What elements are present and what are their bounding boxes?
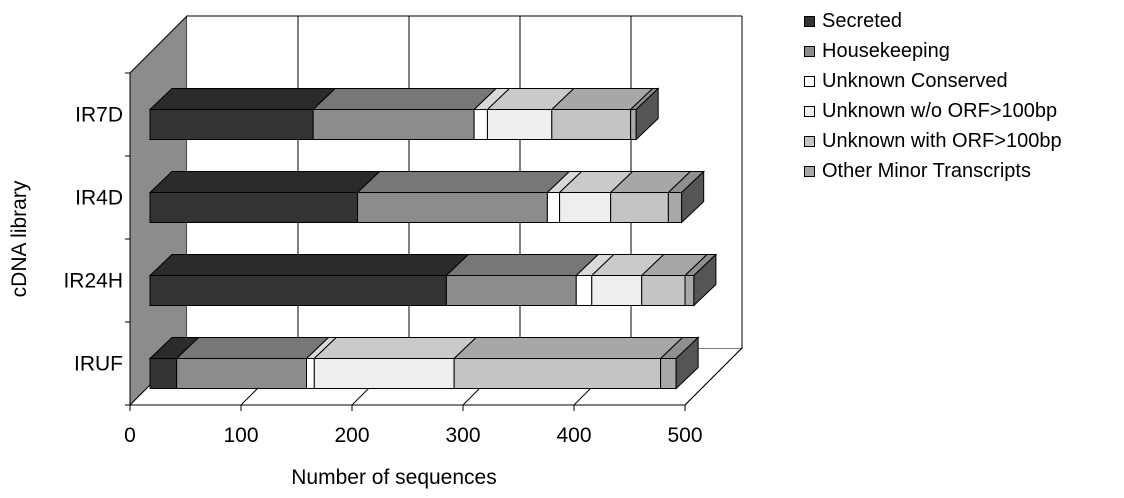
- bar-top-ir24h-housekeeping: [445, 254, 600, 276]
- legend-swatch: [804, 135, 815, 147]
- bar-top-ir4d-secreted: [148, 171, 381, 193]
- bar-ir4d-unknown-with-orf-100bp: [610, 192, 669, 223]
- legend-item: Housekeeping: [804, 36, 1062, 66]
- gridline-floor-5: [684, 347, 743, 406]
- y-tick-label: IR24H: [63, 270, 123, 293]
- bar-ir4d-housekeeping: [357, 192, 548, 223]
- legend-item: Unknown w/o ORF>100bp: [804, 96, 1062, 126]
- legend-label: Secreted: [822, 9, 903, 32]
- x-tick-label: 500: [667, 424, 702, 447]
- bar-ir24h-unknown-with-orf-100bp: [641, 275, 686, 306]
- bar-ir24h-other-minor-transcripts: [684, 275, 695, 306]
- bar-top-ir24h-secreted: [148, 254, 470, 276]
- y-tick-label: IR4D: [75, 187, 123, 210]
- bar-ir4d-other-minor-transcripts: [667, 192, 683, 223]
- bar-end-ir7d: [635, 87, 659, 141]
- bar-ir24h-secreted: [149, 275, 447, 306]
- bar-top-ir4d-housekeeping: [356, 171, 571, 193]
- legend-swatch: [804, 75, 815, 87]
- legend-swatch: [804, 165, 815, 177]
- legend: Secreted Housekeeping Unknown Conserved Unk…: [804, 6, 1062, 186]
- x-tick-label: 300: [445, 424, 480, 447]
- y-axis-title: cDNA library: [8, 180, 31, 297]
- bar-ir7d-unknown-w-o-orf-100bp: [486, 109, 553, 140]
- bar-ir4d-secreted: [149, 192, 359, 223]
- bar-iruf-housekeeping: [176, 358, 308, 389]
- bar-ir7d-unknown-conserved: [473, 109, 488, 140]
- legend-swatch: [804, 15, 815, 27]
- bar-ir24h-housekeeping: [445, 275, 577, 306]
- legend-item: Unknown with ORF>100bp: [804, 126, 1062, 156]
- bar-end-ir4d: [681, 170, 705, 224]
- y-tick-label: IRUF: [74, 353, 123, 376]
- legend-swatch: [804, 45, 815, 57]
- legend-item: Other Minor Transcripts: [804, 156, 1062, 186]
- bar-top-ir7d-housekeeping: [311, 88, 498, 110]
- x-tick-label: 100: [223, 424, 258, 447]
- bar-ir7d-unknown-with-orf-100bp: [551, 109, 632, 140]
- bar-iruf-secreted: [149, 358, 178, 389]
- y-tick-label: IR7D: [75, 104, 123, 127]
- bar-ir24h-unknown-w-o-orf-100bp: [591, 275, 643, 306]
- bar-ir4d-unknown-conserved: [546, 192, 561, 223]
- x-tick-label: 200: [334, 424, 369, 447]
- bar-iruf-unknown-with-orf-100bp: [453, 358, 662, 389]
- legend-label: Other Minor Transcripts: [822, 159, 1031, 182]
- legend-label: Unknown w/o ORF>100bp: [822, 99, 1058, 122]
- bar-iruf-other-minor-transcripts: [660, 358, 677, 389]
- bar-ir7d-secreted: [149, 109, 314, 140]
- x-tick-label: 0: [124, 424, 136, 447]
- legend-label: Housekeeping: [822, 39, 950, 62]
- legend-item: Secreted: [804, 6, 1062, 36]
- bar-ir7d-other-minor-transcripts: [630, 109, 637, 140]
- bar-top-iruf-unknown-with-orf-100bp: [452, 337, 684, 359]
- legend-item: Unknown Conserved: [804, 66, 1062, 96]
- bar-top-ir7d-secreted: [148, 88, 337, 110]
- bar-iruf-unknown-conserved: [306, 358, 315, 389]
- bar-iruf-unknown-w-o-orf-100bp: [313, 358, 455, 389]
- bar-end-iruf: [675, 336, 699, 390]
- legend-swatch: [804, 105, 815, 117]
- x-axis-title: Number of sequences: [291, 466, 496, 489]
- bar-top-iruf-unknown-w-o-orf-100bp: [313, 337, 478, 359]
- bar-ir7d-housekeeping: [312, 109, 475, 140]
- bar-ir24h-unknown-conserved: [575, 275, 593, 306]
- bar-top-iruf-housekeeping: [175, 337, 330, 359]
- legend-label: Unknown with ORF>100bp: [822, 129, 1062, 152]
- bar-end-ir24h: [693, 253, 717, 307]
- bar-ir4d-unknown-w-o-orf-100bp: [559, 192, 612, 223]
- x-tick-label: 400: [556, 424, 591, 447]
- legend-label: Unknown Conserved: [822, 69, 1008, 92]
